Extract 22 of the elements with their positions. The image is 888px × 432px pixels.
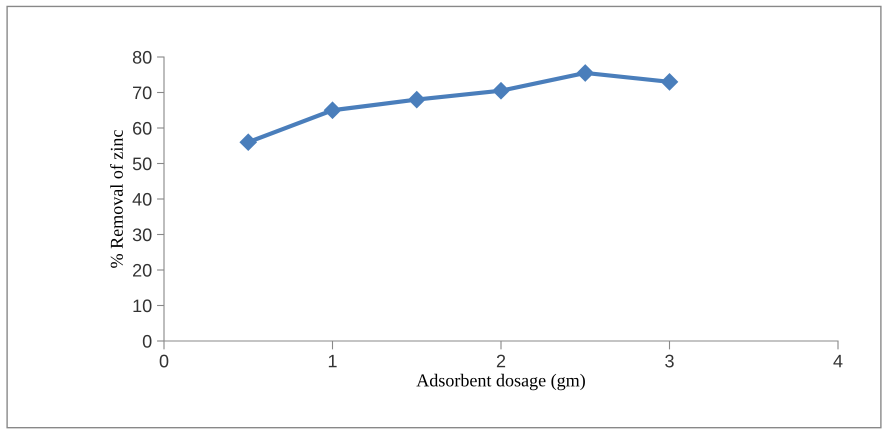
y-tick-label: 30 [132,228,152,242]
x-tick-label: 4 [833,354,842,368]
point [492,82,510,100]
x-tick-label: 0 [160,354,168,368]
y-tick-label: 80 [132,50,152,64]
y-tick-label: 60 [133,122,152,135]
point [408,91,426,108]
x-tick-label: 1 [328,354,337,368]
y-tick-label: 70 [133,86,152,100]
y-tick-label: 10 [133,299,152,312]
x-tick-label: 3 [665,354,674,368]
y-tick-label: 0 [142,334,152,348]
x-tick-label: 2 [496,354,506,368]
point [324,102,342,119]
y-tick-label: 20 [133,264,152,277]
point [660,73,678,90]
y-tick-label: 50 [132,157,152,170]
point [576,64,594,82]
x-axis-title: Adsorbent dosage (gm) [416,374,585,390]
y-axis-title: % Removal of zinc [110,130,123,268]
y-tick-label: 40 [132,192,152,206]
point [240,134,257,151]
